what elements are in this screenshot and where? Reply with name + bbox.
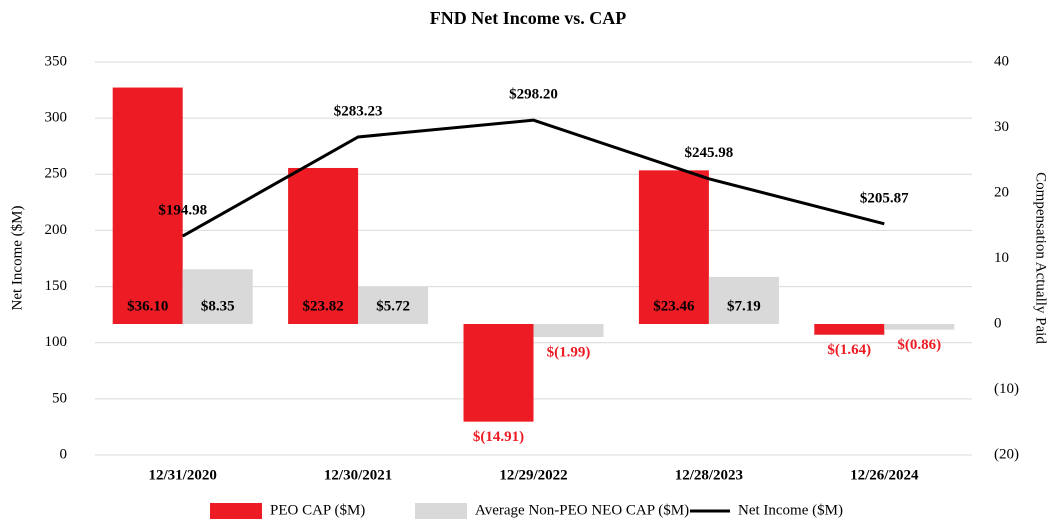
line-value-label: $298.20 <box>509 87 558 103</box>
bar-value-label: $(0.86) <box>897 337 941 353</box>
line <box>181 118 885 238</box>
bar <box>182 269 253 324</box>
y-axis-title: Net Income ($M) <box>9 206 25 311</box>
line-value-label: $283.23 <box>334 103 383 119</box>
y2-tick-label: 20 <box>994 184 1009 200</box>
y2-tick-label: 0 <box>994 315 1002 331</box>
y-tick-label: 350 <box>45 53 68 69</box>
bar-value-label: $5.72 <box>376 298 410 314</box>
y2-axis-title: Compensation Actually Paid <box>1033 172 1049 344</box>
chart-title: FND Net Income vs. CAP <box>430 8 626 28</box>
bar <box>884 324 955 330</box>
bar <box>708 276 779 324</box>
bar-value-label: $23.82 <box>302 298 343 314</box>
x-tick-label: 12/30/2021 <box>324 467 392 483</box>
y2-tick-label: 40 <box>994 53 1009 69</box>
x-tick-label: 12/28/2023 <box>675 467 743 483</box>
y-tick-label: 150 <box>45 278 68 294</box>
x-tick-label: 12/29/2022 <box>499 467 567 483</box>
bar-value-label: $8.35 <box>201 298 235 314</box>
y2-tick-label: 30 <box>994 119 1009 135</box>
bar-value-label: $7.19 <box>727 298 761 314</box>
bar-value-label: $(1.99) <box>547 344 591 360</box>
legend-label: PEO CAP ($M) <box>270 502 365 518</box>
bar <box>463 324 534 422</box>
bar <box>112 87 183 324</box>
y-tick-label: 50 <box>52 390 67 406</box>
bar <box>358 286 429 324</box>
y2-tick-label: (20) <box>994 446 1019 462</box>
line-value-label: $194.98 <box>158 203 207 219</box>
legend-swatch <box>210 503 262 519</box>
line-value-label: $245.98 <box>685 145 734 161</box>
bar-value-label: $36.10 <box>127 298 168 314</box>
legend-label: Average Non-PEO NEO CAP ($M) <box>475 502 689 518</box>
y-tick-label: 0 <box>60 446 68 462</box>
x-tick-label: 12/31/2020 <box>149 467 217 483</box>
y-tick-label: 200 <box>45 222 68 238</box>
bar <box>288 167 359 324</box>
x-tick-label: 12/26/2024 <box>850 467 919 483</box>
legend-label: Net Income ($M) <box>738 502 843 518</box>
bar-value-label: $(1.64) <box>827 342 871 358</box>
bar <box>533 324 604 338</box>
y2-tick-label: (10) <box>994 381 1019 397</box>
bar-value-label: $23.46 <box>653 298 695 314</box>
y-tick-label: 300 <box>45 110 68 126</box>
y-tick-label: 250 <box>45 166 68 182</box>
bar <box>638 170 709 324</box>
y2-tick-label: 10 <box>994 250 1009 266</box>
line-value-label: $205.87 <box>860 190 909 206</box>
y-tick-label: 100 <box>45 334 68 350</box>
bar-value-label: $(14.91) <box>473 429 524 445</box>
legend-swatch <box>415 503 467 519</box>
bar <box>814 324 885 335</box>
